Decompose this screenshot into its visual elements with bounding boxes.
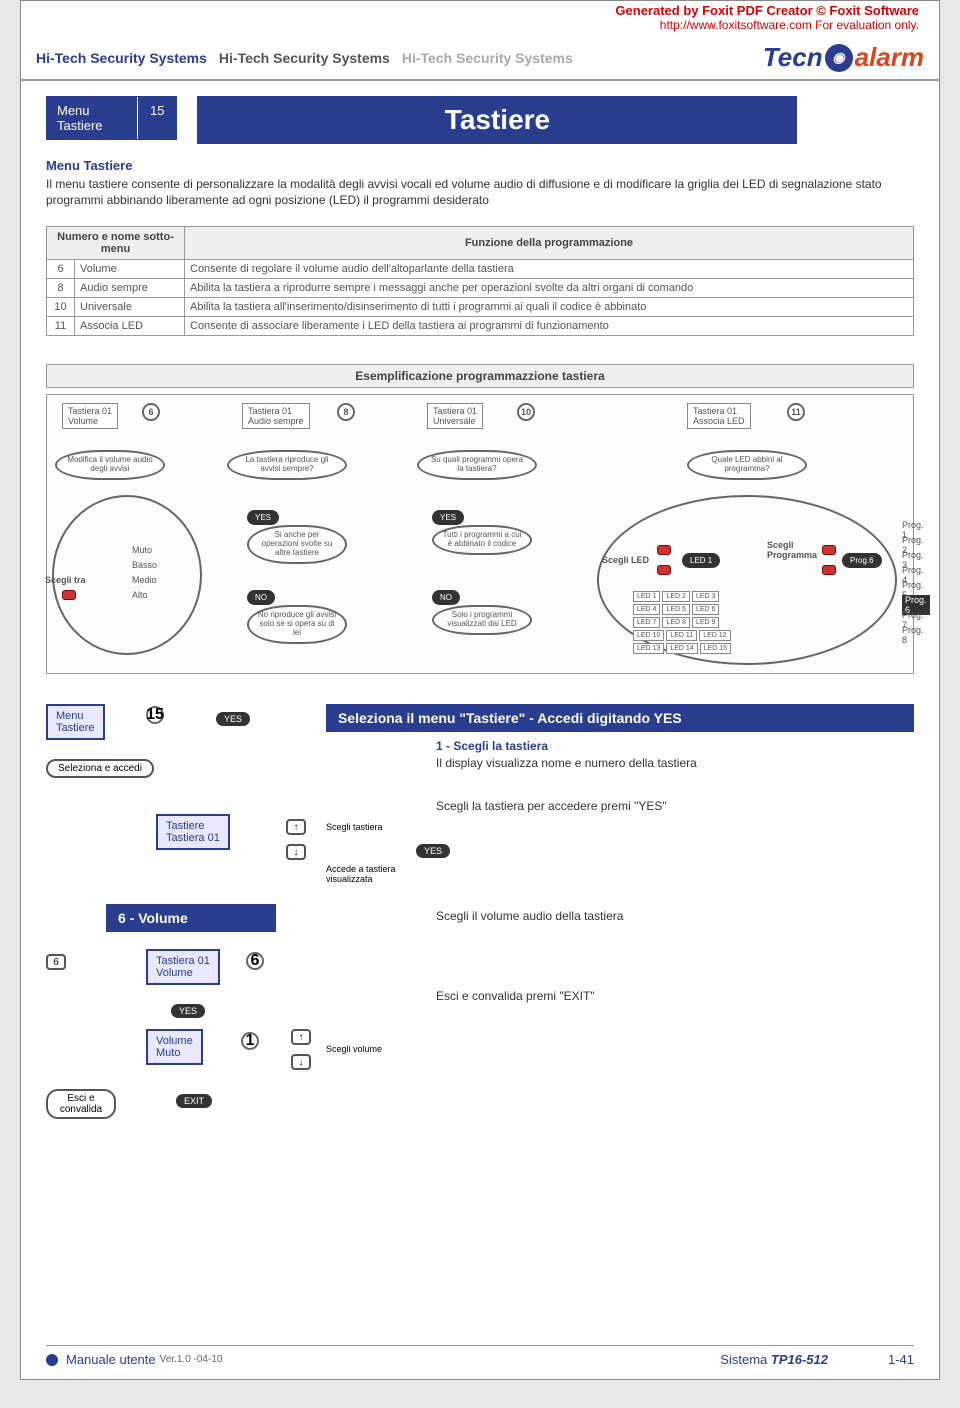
- table-row: 6VolumeConsente di regolare il volume au…: [47, 260, 914, 279]
- table-row: 10UniversaleAbilita la tastiera all'inse…: [47, 298, 914, 317]
- page-title: Tastiere: [197, 96, 797, 144]
- watermark-line2: http://www.foxitsoftware.com For evaluat…: [21, 18, 939, 36]
- led-grid: LED 1LED 2LED 3 LED 4LED 5LED 6 LED 7LED…: [632, 590, 772, 655]
- flowchart-diagram: Tastiera 01 Volume 6 Tastiera 01 Audio s…: [46, 394, 914, 674]
- intro-heading: Menu Tastiere: [46, 158, 914, 173]
- header-text-3: Hi-Tech Security Systems: [402, 50, 573, 66]
- intro-text: Il menu tastiere consente di personalizz…: [46, 176, 914, 208]
- watermark-line1: Generated by Foxit PDF Creator © Foxit S…: [21, 1, 939, 18]
- step-heading-2: 6 - Volume: [106, 904, 276, 932]
- table-row: 11Associa LEDConsente di associare liber…: [47, 317, 914, 336]
- footer-dot-icon: [46, 1354, 58, 1366]
- footer: Manuale utente Ver.1.0 -04-10 Sistema TP…: [46, 1345, 914, 1367]
- menu-badge: Menu Tastiere 15: [46, 96, 177, 140]
- step-heading-1: Seleziona il menu "Tastiere" - Accedi di…: [326, 704, 914, 732]
- table-row: 8Audio sempreAbilita la tastiera a ripro…: [47, 279, 914, 298]
- function-table: Numero e nome sotto-menu Funzione della …: [46, 226, 914, 336]
- steps-section: Menu Tastiere 15 YES Seleziona e accedi …: [46, 704, 914, 1124]
- logo: Tecn ◉ alarm: [763, 42, 924, 73]
- logo-icon: ◉: [825, 44, 853, 72]
- header-text-2: Hi-Tech Security Systems: [219, 50, 390, 66]
- header-text-1: Hi-Tech Security Systems: [36, 50, 207, 66]
- diagram-label: Esemplificazione programmazzione tastier…: [46, 364, 914, 388]
- header: Hi-Tech Security Systems Hi-Tech Securit…: [21, 36, 939, 81]
